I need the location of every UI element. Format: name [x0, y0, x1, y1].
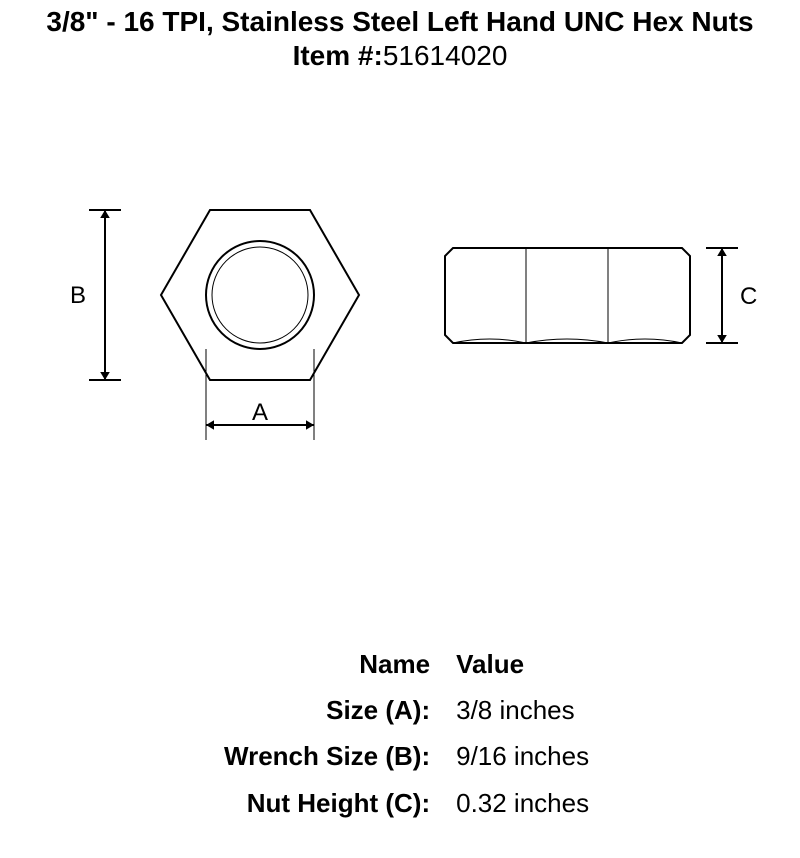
item-number-label: Item #:	[293, 40, 383, 71]
product-title: 3/8" - 16 TPI, Stainless Steel Left Hand…	[0, 0, 800, 38]
table-row: Wrench Size (B): 9/16 inches	[212, 734, 601, 778]
spec-table: Name Value Size (A): 3/8 inches Wrench S…	[210, 640, 603, 827]
table-row: Size (A): 3/8 inches	[212, 688, 601, 732]
svg-text:B: B	[70, 282, 86, 309]
spec-header-name: Name	[212, 642, 442, 686]
spec-name: Size (A):	[212, 688, 442, 732]
item-number-line: Item #:51614020	[0, 38, 800, 72]
spec-value: 3/8 inches	[444, 688, 601, 732]
svg-text:C: C	[740, 283, 757, 310]
item-number-value: 51614020	[383, 40, 508, 71]
spec-value: 0.32 inches	[444, 781, 601, 825]
spec-name: Nut Height (C):	[212, 781, 442, 825]
spec-header-row: Name Value	[212, 642, 601, 686]
svg-text:A: A	[252, 399, 268, 426]
spec-value: 9/16 inches	[444, 734, 601, 778]
table-row: Nut Height (C): 0.32 inches	[212, 781, 601, 825]
spec-header-value: Value	[444, 642, 601, 686]
spec-name: Wrench Size (B):	[212, 734, 442, 778]
technical-diagram: B A C	[0, 120, 800, 520]
